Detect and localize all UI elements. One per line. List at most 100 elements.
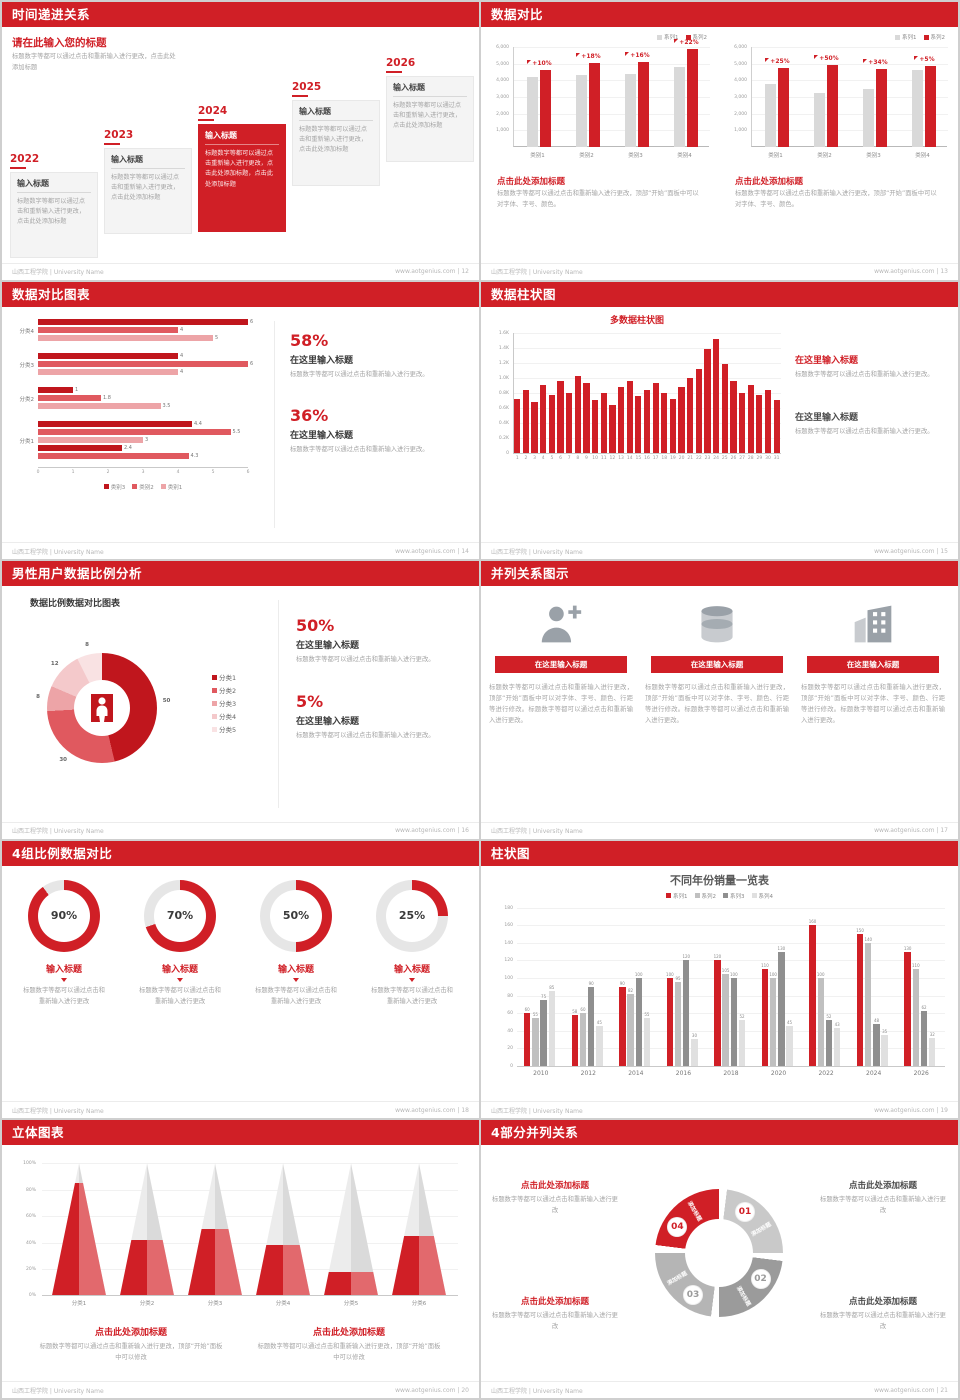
segment-number: 03 bbox=[684, 1285, 703, 1304]
bar bbox=[38, 334, 213, 341]
database-icon bbox=[645, 600, 789, 648]
bar-series1 bbox=[575, 75, 587, 147]
gridline bbox=[514, 130, 710, 132]
stat-title: 在这里输入标题 bbox=[290, 355, 354, 366]
note-block: 在这里输入标题 标题数字等都可以通过点击和重新输入进行更改。 bbox=[795, 353, 945, 381]
slide-header-title: 4部分并列关系 bbox=[491, 1125, 579, 1141]
note-block: 在这里输入标题 标题数字等都可以通过点击和重新输入进行更改。 bbox=[795, 410, 945, 438]
slide-timeline[interactable]: 时间递进关系 请在此输入您的标题 标题数字等都可以通过点击和重新输入进行更改，点… bbox=[2, 2, 479, 280]
bar bbox=[587, 986, 595, 1066]
bar bbox=[738, 1020, 746, 1066]
value-label: 4 bbox=[180, 352, 184, 359]
value-label: 95 bbox=[675, 976, 681, 982]
y-axis-label: 1.0K bbox=[498, 375, 509, 381]
legend-label: 类别3 bbox=[110, 484, 126, 491]
legend-swatch bbox=[666, 893, 671, 899]
value-label: 3 bbox=[145, 436, 149, 443]
legend-label: 类别1 bbox=[167, 484, 183, 491]
bar bbox=[695, 368, 702, 453]
data-label: 50 bbox=[162, 697, 171, 704]
slide-bar-comparison[interactable]: 数据对比图表 分类4 6 4 5 分类3 4 6 4 分类2 1 1.8 3.5 分类1 4.4 5.5 3 2… bbox=[2, 281, 479, 560]
footer-organization: 山西工程学院 | University Name bbox=[491, 1107, 583, 1115]
progress-ring: 70% bbox=[144, 879, 216, 952]
x-axis-label: 2022 bbox=[818, 1069, 834, 1077]
stat-text: 标题数字等都可以通过点击和重新输入进行更改。 bbox=[296, 656, 435, 664]
item-title-bar: 在这里输入标题 bbox=[651, 656, 783, 674]
slide-cone-chart[interactable]: 立体图表 100% 80% 60% 40% 20% 0% 分类1 分类2 分类3 分类4 分类5 分类… bbox=[2, 1120, 479, 1398]
gridline bbox=[752, 130, 948, 132]
slide-ratio-rings[interactable]: 4组比例数据对比 90% 输入标题 标题数字等都可以通过点击和重新输入进行更改 70%… bbox=[2, 840, 479, 1119]
legend-item: 分类3 bbox=[212, 698, 236, 708]
bar bbox=[548, 394, 555, 453]
bar bbox=[592, 399, 599, 453]
segment-number: 02 bbox=[751, 1270, 770, 1289]
legend-label: 系列1 bbox=[673, 893, 688, 900]
footer-organization: 山西工程学院 | University Name bbox=[491, 548, 583, 556]
legend-label: 系列4 bbox=[758, 893, 774, 900]
value-label: 4.4 bbox=[194, 420, 202, 427]
y-axis-label: 80 bbox=[507, 993, 513, 999]
note-title: 在这里输入标题 bbox=[795, 355, 859, 366]
gridline bbox=[513, 362, 781, 364]
cone-fill bbox=[52, 1183, 106, 1296]
caption-text: 标题数字等都可以通过点击和重新输入进行更改，顶部“开始”面板中可以对字体、字号、… bbox=[497, 190, 699, 208]
value-label: 100 bbox=[729, 972, 738, 978]
notes-column: 在这里输入标题 标题数字等都可以通过点击和重新输入进行更改。 在这里输入标题 标… bbox=[795, 353, 945, 438]
cone-fill bbox=[120, 1239, 174, 1296]
slide-grouped-columns[interactable]: 柱状图 不同年份销量一览表 系列1 系列2 系列3 系列4 180 160 140 120 100… bbox=[481, 840, 958, 1119]
slide-parallel-icons[interactable]: 并列关系图示 在这里输入标题 标题数字等都可以通过点击和重新输入进行更改，顶部“开… bbox=[481, 561, 958, 839]
gridline bbox=[517, 925, 945, 927]
y-axis-label: 5,000 bbox=[496, 61, 509, 67]
cell-title: 输入标题 bbox=[277, 964, 314, 975]
timeline-step: 2023 输入标题 标题数字等都可以通过点击和重新输入进行更改，点击此处添加标题 bbox=[104, 129, 192, 234]
note-block: 点击此处添加标题 标题数字等都可以通过点击和重新输入进行更改，顶部“开始”面板中… bbox=[256, 1325, 442, 1363]
stats-column: 50% 在这里输入标题 标题数字等都可以通过点击和重新输入进行更改。 5% 在这… bbox=[296, 616, 464, 767]
slide-header: 男性用户数据比例分析 bbox=[2, 561, 479, 587]
x-axis-label: 类别1 bbox=[530, 153, 545, 159]
note-text: 标题数字等都可以通过点击和重新输入进行更改。 bbox=[795, 428, 934, 436]
slide-donut-analysis[interactable]: 男性用户数据比例分析 数据比例数据对比图表 50 30 8 12 8 分类1 分类2 分类3 分… bbox=[2, 561, 479, 839]
bar bbox=[747, 385, 754, 453]
x-axis-label: 5 bbox=[211, 469, 215, 475]
legend-swatch bbox=[212, 713, 217, 719]
gridline bbox=[752, 113, 948, 115]
bar bbox=[714, 960, 721, 1066]
bar bbox=[738, 392, 746, 453]
value-label: 3.5 bbox=[162, 402, 171, 409]
value-label: 100 bbox=[816, 972, 825, 978]
gridline bbox=[514, 80, 710, 82]
bar bbox=[38, 436, 143, 443]
y-axis-label: 0 bbox=[510, 1063, 513, 1069]
x-axis-label: 类别2 bbox=[817, 153, 832, 159]
bar bbox=[548, 991, 555, 1066]
slide-footer: 山西工程学院 | University Name www.aotgenius.co… bbox=[2, 542, 479, 559]
x-axis-label: 28 bbox=[747, 455, 754, 461]
slide-header-title: 并列关系图示 bbox=[491, 566, 570, 582]
legend-item: 系列1 bbox=[666, 892, 688, 900]
bar bbox=[687, 378, 694, 453]
bar-series2 bbox=[539, 70, 551, 147]
bar bbox=[38, 420, 192, 427]
gridline bbox=[517, 907, 945, 909]
legend-item: 类别3 bbox=[103, 483, 126, 491]
bar bbox=[769, 978, 777, 1066]
slide-data-comparison[interactable]: 数据对比 系列1 系列2 +10% +18% +16% +22% 6,000 5,000 4,0… bbox=[481, 2, 958, 280]
bar bbox=[652, 382, 659, 453]
slide-column-chart[interactable]: 数据柱状图 多数据柱状图 1.6K 1.4K 1.2K 1.0K 0.8K 0.6K 0.4K… bbox=[481, 281, 958, 560]
bar bbox=[722, 973, 729, 1066]
y-axis-label: 60% bbox=[25, 1214, 36, 1220]
cone-fill bbox=[188, 1229, 242, 1296]
value-label: 52 bbox=[739, 1014, 745, 1020]
slide-footer: 山西工程学院 | University Name www.aotgenius.co… bbox=[481, 542, 958, 559]
x-axis-label: 2016 bbox=[675, 1069, 692, 1077]
item-title-bar: 在这里输入标题 bbox=[495, 656, 627, 674]
y-axis-label: 4,000 bbox=[734, 78, 747, 84]
y-axis-label: 0 bbox=[506, 450, 509, 456]
cell-title: 输入标题 bbox=[45, 964, 82, 975]
ratio-cell: 25% 输入标题 标题数字等都可以通过点击和重新输入进行更改 bbox=[358, 879, 466, 1007]
bar-series2 bbox=[826, 65, 838, 147]
bar bbox=[531, 402, 538, 453]
slide-cycle-diagram[interactable]: 4部分并列关系 01 添加标题 02 添加标题 03 添加标题 04 添加标题 点击此处添加标题… bbox=[481, 1120, 958, 1398]
gridline bbox=[42, 1216, 458, 1218]
note-title: 点击此处添加标题 bbox=[520, 1297, 589, 1308]
